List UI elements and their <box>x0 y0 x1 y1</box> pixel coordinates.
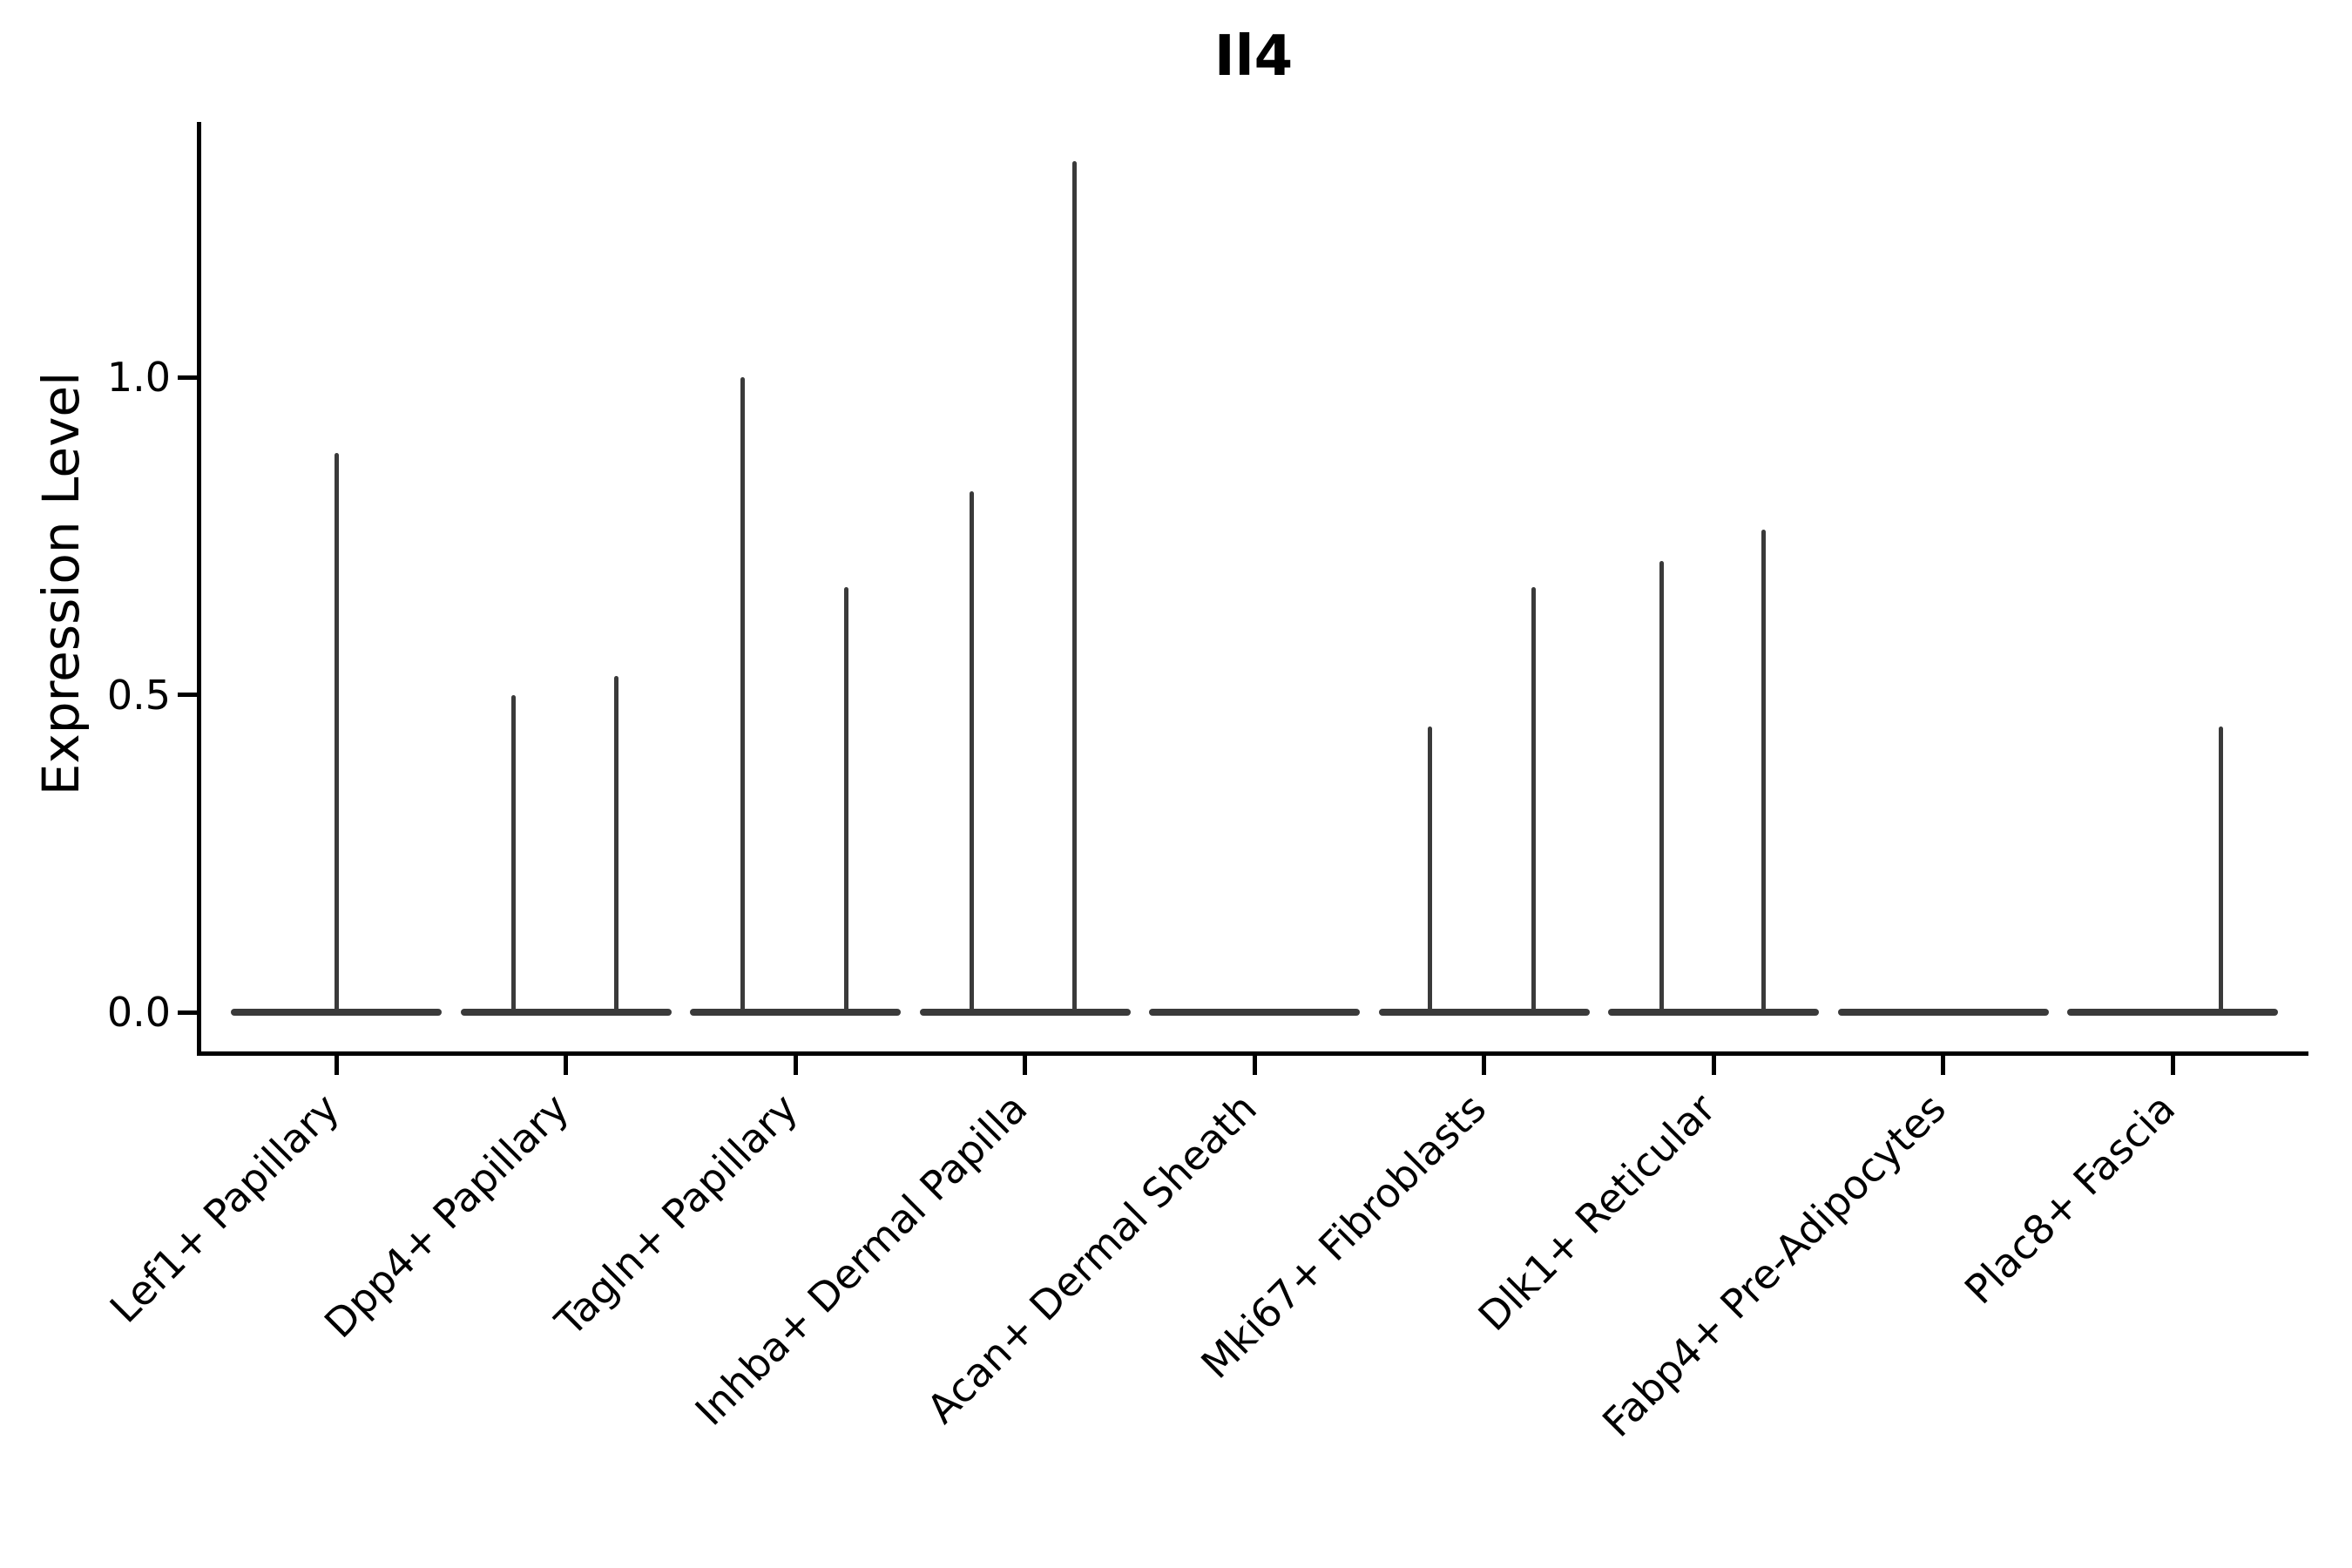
x-tick-mark <box>1941 1055 1945 1075</box>
violin-spike <box>511 694 516 1012</box>
x-tick-mark <box>334 1055 339 1075</box>
y-tick-mark <box>177 1010 197 1015</box>
violin-spike <box>1531 586 1536 1012</box>
category-label: Plac8+ Fascia <box>1955 1085 2185 1314</box>
y-tick-label: 1.0 <box>106 354 171 401</box>
violin-spike <box>1761 529 1766 1012</box>
y-tick-label: 0.0 <box>106 989 171 1036</box>
y-axis-label: Expression Level <box>31 371 91 796</box>
y-tick-mark <box>177 693 197 697</box>
violin-baseline <box>2067 1009 2278 1016</box>
violin-spike <box>614 675 618 1012</box>
violin-spike <box>334 453 339 1012</box>
violin-baseline <box>919 1009 1131 1016</box>
x-tick-mark <box>793 1055 798 1075</box>
violin-spike <box>1659 561 1664 1012</box>
violin-spike <box>1072 161 1077 1012</box>
category-label: Lef1+ Papillary <box>100 1085 348 1332</box>
x-tick-mark <box>2170 1055 2175 1075</box>
category-label: Tagln+ Papillary <box>546 1085 808 1345</box>
y-axis-spine <box>196 122 201 1053</box>
chart-title: Il4 <box>1213 24 1294 89</box>
category-label: Dpp4+ Papillary <box>314 1085 578 1348</box>
violin-spike <box>740 377 745 1012</box>
violin-baseline <box>690 1009 901 1016</box>
y-tick-mark <box>177 375 197 380</box>
x-tick-mark <box>564 1055 568 1075</box>
violin-baseline <box>231 1009 442 1016</box>
violin-spike <box>970 491 974 1012</box>
violin-baseline <box>1378 1009 1590 1016</box>
violin-spike <box>843 586 848 1012</box>
violin-baseline <box>1608 1009 1819 1016</box>
x-tick-mark <box>1252 1055 1257 1075</box>
y-tick-label: 0.5 <box>106 671 171 719</box>
violin-baseline <box>460 1009 672 1016</box>
x-axis-spine <box>196 1051 2308 1056</box>
category-label: Dlk1+ Reticular <box>1469 1085 1726 1341</box>
violin-spike <box>2218 726 2223 1012</box>
x-tick-mark <box>1023 1055 1027 1075</box>
x-tick-mark <box>1711 1055 1716 1075</box>
violin-spike <box>1428 726 1432 1012</box>
violin-baseline <box>1149 1009 1360 1016</box>
violin-baseline <box>1837 1009 2049 1016</box>
x-tick-mark <box>1482 1055 1486 1075</box>
